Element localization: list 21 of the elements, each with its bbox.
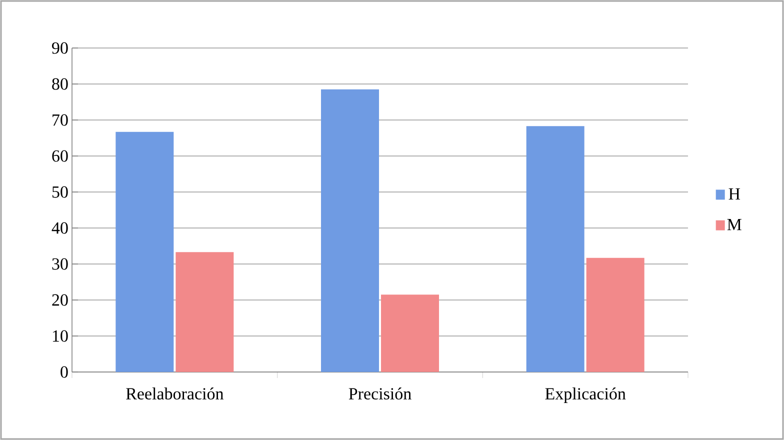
bar (176, 252, 234, 372)
legend-label: H (728, 188, 740, 200)
bar (381, 294, 440, 372)
bar (586, 258, 644, 372)
y-tick-label: 30 (52, 258, 68, 270)
y-tick-label: 20 (52, 294, 68, 306)
y-tick-label: 0 (60, 366, 68, 378)
y-tick-label: 70 (52, 114, 68, 126)
bar (116, 132, 174, 372)
y-tick-label: 60 (52, 150, 68, 162)
bar (321, 89, 380, 372)
y-tick-label: 10 (52, 330, 68, 342)
y-tick-label: 50 (52, 186, 68, 198)
legend-label: M (727, 219, 742, 230)
x-tick-label: Explicación (545, 388, 626, 403)
x-tick-label: Precisión (348, 388, 412, 400)
y-tick-label: 40 (52, 222, 68, 234)
x-tick-label: Reelaboración (126, 388, 224, 400)
bar (526, 126, 584, 372)
y-tick-label: 80 (52, 78, 68, 90)
y-tick-label: 90 (52, 42, 68, 54)
